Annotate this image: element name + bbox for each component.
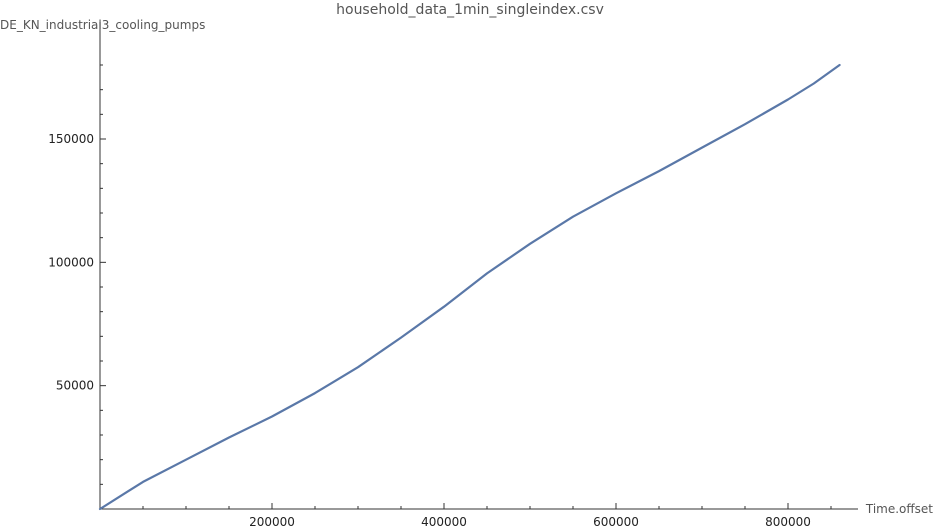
x-tick-label: 400000 — [421, 515, 467, 528]
y-axis-label: DE_KN_industrial3_cooling_pumps — [0, 18, 205, 32]
y-tick-label: 150000 — [48, 132, 94, 146]
plot-area: 200000 400000 600000 800000 50000 100000 15000… — [48, 22, 858, 528]
y-tick-label: 100000 — [48, 255, 94, 269]
y-tick-label: 50000 — [56, 379, 94, 393]
x-axis-label: Time.offset — [865, 502, 933, 516]
chart-title: household_data_1min_singleindex.csv — [336, 2, 604, 18]
x-tick-label: 600000 — [593, 515, 639, 528]
series-line — [98, 63, 841, 511]
x-tick-label: 200000 — [249, 515, 295, 528]
x-tick-label: 800000 — [765, 515, 811, 528]
